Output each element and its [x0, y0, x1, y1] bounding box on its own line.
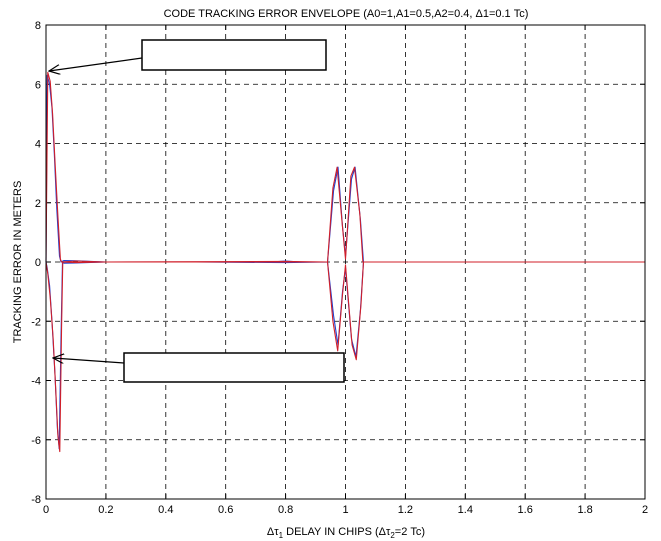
y-tick-label: -6 [31, 435, 41, 447]
x-tick-label: 0 [43, 504, 49, 516]
series-lines [45, 71, 645, 453]
x-axis-label-middle: DELAY IN CHIPS (Δτ [283, 526, 391, 538]
annotation-arrow [53, 358, 125, 363]
x-tick-label: 1.4 [458, 504, 473, 516]
y-tick-label: 4 [35, 139, 41, 151]
x-tick-label: 1 [342, 504, 348, 516]
x-tick-label: 0.8 [278, 504, 293, 516]
annotation-arrow [49, 57, 143, 71]
y-tick-label: -4 [31, 376, 41, 388]
x-axis-label-sub1: 1 [279, 531, 284, 540]
chart-title: CODE TRACKING ERROR ENVELOPE (A0=1,A1=0.… [164, 8, 529, 20]
x-tick-label: 0.2 [98, 504, 113, 516]
y-tick-label: 8 [35, 20, 41, 32]
axis-ticks: 0 0.2 0.4 0.6 0.8 1 1.2 1.4 1.6 1.8 2 -8 -6 -4 -2 0 2 4 6 8 [31, 20, 648, 516]
x-axis-label-suffix: =2 Tc) [395, 526, 425, 538]
x-tick-label: 1.8 [577, 504, 592, 516]
x-tick-label: 1.2 [398, 504, 413, 516]
y-axis-label: TRACKING ERROR IN METERS [12, 181, 24, 344]
x-axis-label-sub2: 2 [390, 531, 395, 540]
annotation-box [123, 352, 345, 383]
x-tick-label: 0.6 [218, 504, 233, 516]
annotation-box [141, 39, 327, 71]
x-tick-label: 1.6 [518, 504, 533, 516]
annotations [49, 39, 345, 383]
y-tick-label: 6 [35, 79, 41, 91]
y-tick-label: -2 [31, 316, 41, 328]
y-tick-label: -8 [31, 494, 41, 506]
y-tick-label: 2 [35, 198, 41, 210]
x-axis-label-prefix: Δτ [267, 526, 279, 538]
plot-frame [45, 24, 646, 500]
y-tick-label: 0 [35, 257, 41, 269]
x-tick-label: 0.4 [158, 504, 173, 516]
x-tick-label: 2 [642, 504, 648, 516]
x-axis-label: Δτ1 DELAY IN CHIPS (Δτ2=2 Tc) [267, 526, 425, 540]
series-2-upper-line [45, 71, 645, 263]
